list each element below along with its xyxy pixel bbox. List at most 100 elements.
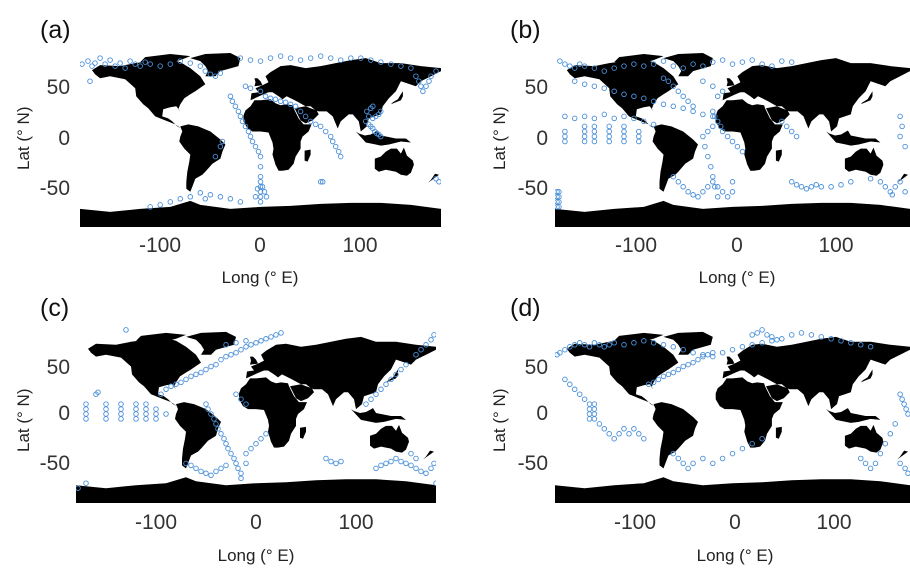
data-point — [203, 470, 209, 477]
data-point — [576, 61, 583, 67]
data-point — [231, 455, 237, 462]
data-point — [690, 460, 696, 467]
data-point — [122, 65, 128, 71]
data-point — [153, 416, 159, 422]
data-point — [257, 163, 264, 170]
data-point — [793, 133, 800, 140]
data-point — [631, 93, 637, 100]
data-point — [393, 371, 399, 378]
data-point — [177, 58, 184, 64]
ytick-a--50: -50 — [39, 177, 70, 200]
data-point — [85, 58, 91, 64]
data-point — [317, 53, 324, 59]
data-point — [403, 460, 409, 467]
data-point — [606, 133, 612, 140]
land-australia — [370, 424, 409, 453]
data-point — [329, 138, 336, 145]
ytick-d-0: 0 — [536, 402, 548, 425]
data-point — [641, 63, 647, 69]
land-japan — [390, 91, 403, 105]
data-point — [213, 361, 219, 368]
data-point — [611, 88, 617, 95]
data-point — [601, 68, 608, 74]
data-point — [581, 113, 588, 120]
data-point — [712, 184, 718, 190]
data-point — [680, 346, 686, 353]
xtick-d--100: -100 — [613, 511, 657, 534]
land-arabia — [766, 384, 790, 402]
data-point — [641, 118, 647, 125]
data-point — [586, 344, 593, 350]
data-point — [710, 108, 716, 115]
data-point — [202, 68, 209, 74]
data-point — [173, 381, 179, 388]
data-point — [641, 435, 647, 442]
data-point — [229, 98, 236, 105]
data-point — [183, 376, 189, 383]
land-uk — [726, 356, 735, 365]
data-point — [571, 342, 578, 348]
data-point — [83, 411, 89, 417]
data-point — [225, 445, 231, 452]
data-point — [153, 411, 159, 417]
data-point — [217, 194, 224, 200]
data-point — [254, 186, 261, 192]
data-point — [223, 462, 229, 469]
data-point — [685, 189, 691, 195]
data-point — [759, 340, 765, 346]
data-point — [416, 78, 422, 84]
data-point — [650, 379, 657, 386]
data-point — [243, 460, 249, 467]
data-point — [739, 59, 746, 65]
data-point — [247, 133, 254, 140]
data-point — [601, 85, 608, 91]
data-point — [227, 93, 234, 100]
data-point — [118, 411, 124, 417]
data-point — [218, 465, 224, 472]
data-point — [255, 148, 262, 155]
data-point — [717, 123, 724, 130]
data-point — [127, 58, 133, 64]
data-point — [253, 440, 259, 447]
data-point — [705, 153, 711, 160]
data-point — [783, 123, 790, 130]
data-point — [143, 411, 149, 417]
data-point — [631, 61, 637, 67]
data-point — [611, 115, 617, 122]
data-point — [373, 465, 379, 472]
data-point — [103, 401, 109, 407]
data-point — [431, 332, 436, 338]
data-point — [724, 133, 731, 140]
land-uk — [726, 78, 735, 87]
data-point — [670, 173, 677, 180]
data-point — [621, 342, 627, 348]
land-arctic-islands — [614, 54, 664, 65]
data-point — [848, 179, 854, 185]
land-nz — [897, 173, 908, 183]
data-point — [705, 128, 711, 135]
data-point — [670, 103, 677, 110]
land-antarctica — [555, 477, 910, 503]
data-point — [143, 406, 149, 412]
data-point — [227, 196, 234, 202]
land-antarctica — [76, 477, 436, 503]
data-point — [403, 361, 409, 368]
data-point — [277, 53, 284, 59]
data-point — [675, 88, 682, 95]
data-point — [867, 175, 874, 182]
data-point — [212, 73, 219, 79]
data-point — [576, 340, 583, 346]
land-nz — [897, 450, 908, 460]
data-point — [591, 65, 598, 71]
data-point — [257, 88, 264, 95]
data-point — [245, 128, 252, 135]
data-point — [562, 113, 568, 120]
data-point — [690, 108, 696, 115]
data-point — [739, 445, 746, 452]
data-point — [228, 351, 234, 358]
data-point — [889, 192, 896, 198]
data-point — [724, 194, 731, 200]
data-point — [368, 396, 374, 402]
data-point — [243, 401, 249, 407]
data-point — [606, 128, 612, 135]
